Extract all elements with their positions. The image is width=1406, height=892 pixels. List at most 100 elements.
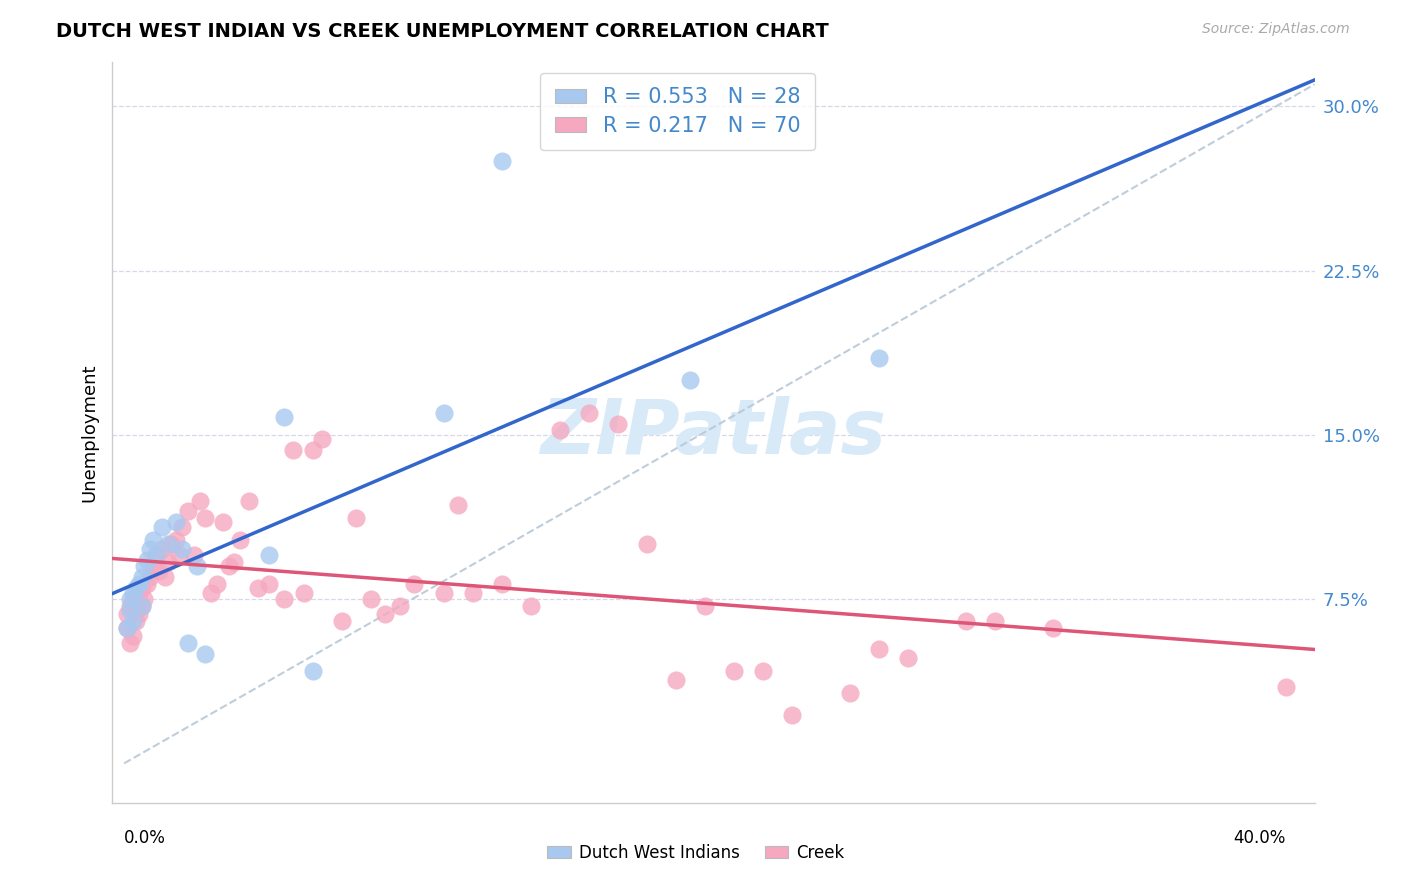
Point (955, 614, 977, 628)
Point (115, 607, 138, 622)
Text: ZIPatlas: ZIPatlas (540, 396, 887, 469)
Point (205, 576, 228, 591)
Point (780, 708, 803, 723)
Point (136, 576, 159, 591)
Point (121, 614, 143, 628)
Point (186, 559, 208, 574)
Point (868, 642, 890, 657)
Point (229, 533, 252, 547)
Point (224, 555, 246, 569)
Text: Source: ZipAtlas.com: Source: ZipAtlas.com (1202, 22, 1350, 37)
Point (578, 406, 600, 420)
Point (156, 555, 179, 569)
Point (118, 636, 141, 650)
Point (145, 549, 167, 563)
Point (636, 537, 658, 551)
Text: DUTCH WEST INDIAN VS CREEK UNEMPLOYMENT CORRELATION CHART: DUTCH WEST INDIAN VS CREEK UNEMPLOYMENT … (56, 22, 830, 41)
Point (169, 549, 191, 563)
Point (330, 614, 353, 628)
Point (211, 516, 233, 530)
Text: 40.0%: 40.0% (1233, 829, 1285, 847)
Point (432, 406, 454, 420)
Point (665, 673, 688, 687)
Point (118, 599, 141, 613)
Point (148, 564, 170, 578)
Point (311, 432, 333, 446)
Point (136, 552, 159, 566)
Point (218, 559, 240, 574)
Legend: R = 0.553   N = 28, R = 0.217   N = 70: R = 0.553 N = 28, R = 0.217 N = 70 (540, 73, 815, 151)
Point (302, 665, 325, 679)
Point (984, 614, 1007, 628)
Point (177, 636, 200, 650)
Point (125, 581, 148, 595)
Point (273, 410, 295, 425)
Point (165, 533, 187, 547)
Point (461, 585, 484, 599)
Point (128, 576, 150, 591)
Point (897, 651, 920, 665)
Point (172, 520, 194, 534)
Point (259, 576, 281, 591)
Point (360, 592, 382, 607)
Point (121, 585, 143, 599)
Point (292, 585, 315, 599)
Point (131, 599, 153, 613)
Point (868, 351, 890, 366)
Point (150, 520, 173, 534)
Point (839, 686, 862, 700)
Point (1274, 680, 1296, 694)
Point (150, 541, 173, 556)
Point (188, 493, 211, 508)
Point (246, 581, 269, 595)
Point (131, 581, 153, 595)
Point (606, 417, 628, 431)
Point (388, 599, 411, 613)
Point (142, 533, 165, 547)
Point (142, 559, 165, 574)
Point (404, 576, 426, 591)
Point (177, 504, 200, 518)
Point (131, 570, 153, 584)
Point (281, 443, 304, 458)
Point (153, 570, 176, 584)
Point (194, 647, 217, 661)
Point (200, 585, 222, 599)
Point (145, 549, 167, 563)
Point (139, 570, 162, 584)
Point (679, 373, 702, 387)
Point (519, 599, 541, 613)
Point (693, 599, 716, 613)
Point (125, 603, 148, 617)
Point (115, 621, 138, 635)
Point (344, 511, 367, 525)
Point (432, 585, 454, 599)
Point (752, 665, 775, 679)
Point (491, 154, 513, 169)
Point (128, 607, 150, 622)
Point (447, 498, 470, 512)
Point (118, 592, 141, 607)
Point (723, 665, 745, 679)
Point (125, 614, 148, 628)
Point (131, 599, 153, 613)
Point (183, 549, 205, 563)
Point (121, 629, 143, 643)
Point (165, 516, 187, 530)
Text: 0.0%: 0.0% (124, 829, 166, 847)
Point (121, 592, 143, 607)
Point (548, 424, 571, 438)
Point (273, 592, 295, 607)
Point (1042, 621, 1064, 635)
Point (118, 603, 141, 617)
Legend: Dutch West Indians, Creek: Dutch West Indians, Creek (538, 836, 853, 871)
Point (128, 585, 150, 599)
Point (156, 537, 179, 551)
Point (134, 559, 156, 574)
Point (115, 621, 138, 635)
Point (172, 541, 194, 556)
Point (491, 576, 513, 591)
Point (238, 493, 260, 508)
Point (302, 443, 325, 458)
Point (374, 607, 396, 622)
